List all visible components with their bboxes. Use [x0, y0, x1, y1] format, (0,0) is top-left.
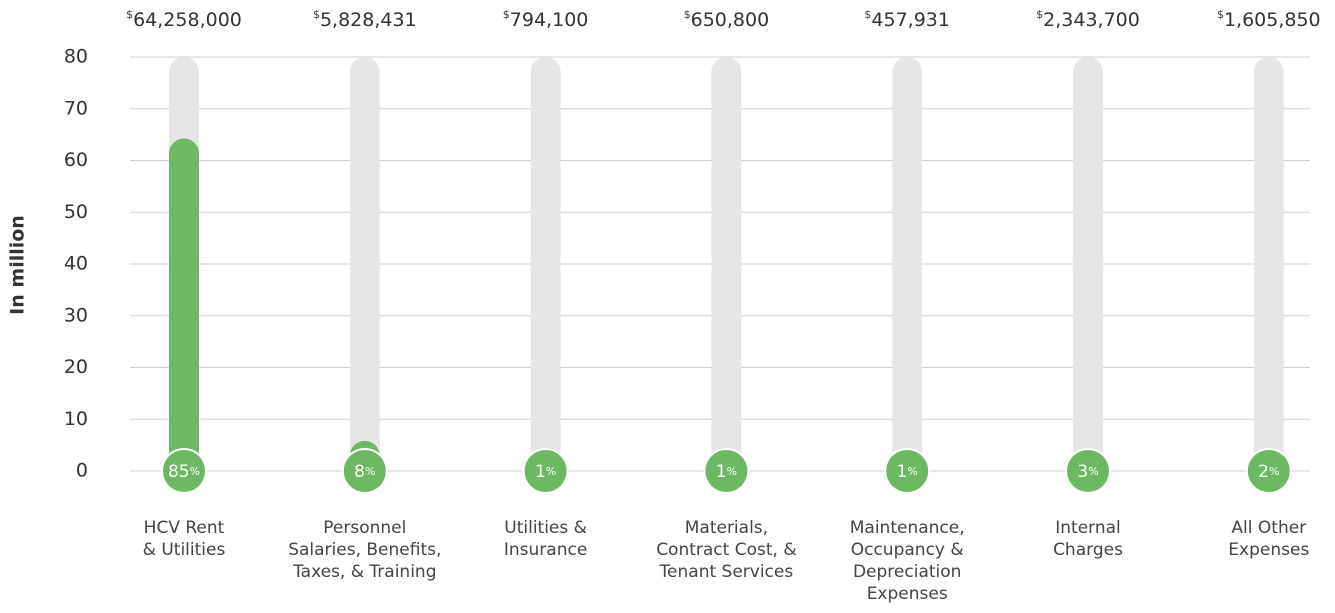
x-tick-label: Salaries, Benefits,: [288, 540, 441, 560]
value-label: $650,800: [684, 8, 770, 31]
percent-badge: [522, 448, 569, 494]
track: [711, 57, 742, 472]
y-tick-label: 20: [64, 356, 88, 378]
x-tick-label: Depreciation: [853, 562, 961, 582]
track: [1253, 57, 1284, 472]
y-tick-label: 60: [64, 149, 88, 171]
value-label: $457,931: [864, 8, 950, 31]
percent-label: 1%: [897, 462, 918, 482]
y-axis-label: In million: [7, 215, 29, 315]
y-tick-label: 70: [64, 97, 88, 119]
value-label: $1,605,850: [1217, 8, 1321, 31]
track: [892, 57, 923, 472]
percent-badge: [341, 448, 388, 494]
y-tick-label: 0: [76, 460, 88, 482]
track: [349, 57, 380, 472]
y-tick-label: 10: [64, 408, 88, 430]
x-tick-label: Occupancy &: [851, 540, 964, 560]
value-label: $2,343,700: [1036, 8, 1140, 31]
value-label: $794,100: [503, 8, 589, 31]
percent-badge: [884, 448, 931, 494]
y-tick-label: 40: [64, 253, 88, 275]
x-tick-label: Contract Cost, &: [656, 540, 796, 560]
x-tick-label: Charges: [1053, 540, 1123, 560]
percent-badge: [161, 448, 207, 494]
percent-label: 3%: [1077, 462, 1098, 482]
x-tick-label: HCV Rent: [144, 518, 225, 538]
value-label: $64,258,000: [126, 8, 242, 31]
y-tick-label: 80: [64, 46, 88, 68]
y-tick-label: 30: [64, 304, 88, 326]
percent-label: 1%: [716, 462, 737, 482]
x-tick-label: Expenses: [867, 584, 948, 604]
y-tick-label: 50: [64, 201, 88, 223]
x-tick-label: Taxes, & Training: [292, 562, 436, 582]
percent-label: 1%: [535, 462, 556, 482]
x-tick-label: Personnel: [323, 518, 406, 538]
percent-label: 85%: [168, 462, 200, 482]
percent-badge: [1245, 448, 1292, 494]
x-tick-label: Maintenance,: [850, 518, 965, 538]
bar: [169, 138, 199, 472]
x-tick-label: & Utilities: [143, 540, 226, 560]
track: [1073, 57, 1103, 471]
percent-badge: [703, 448, 750, 494]
x-tick-label: Utilities &: [504, 518, 587, 538]
x-tick-label: Internal: [1055, 518, 1121, 538]
value-label: $5,828,431: [313, 8, 417, 31]
percent-badge: [1065, 448, 1111, 494]
x-tick-label: Materials,: [685, 518, 768, 538]
percent-label: 8%: [354, 462, 375, 482]
percent-label: 2%: [1258, 462, 1279, 482]
x-tick-label: Insurance: [504, 540, 587, 560]
x-tick-label: All Other: [1231, 518, 1306, 538]
x-tick-label: Tenant Services: [659, 562, 794, 582]
track: [530, 57, 561, 472]
x-tick-label: Expenses: [1228, 540, 1309, 560]
